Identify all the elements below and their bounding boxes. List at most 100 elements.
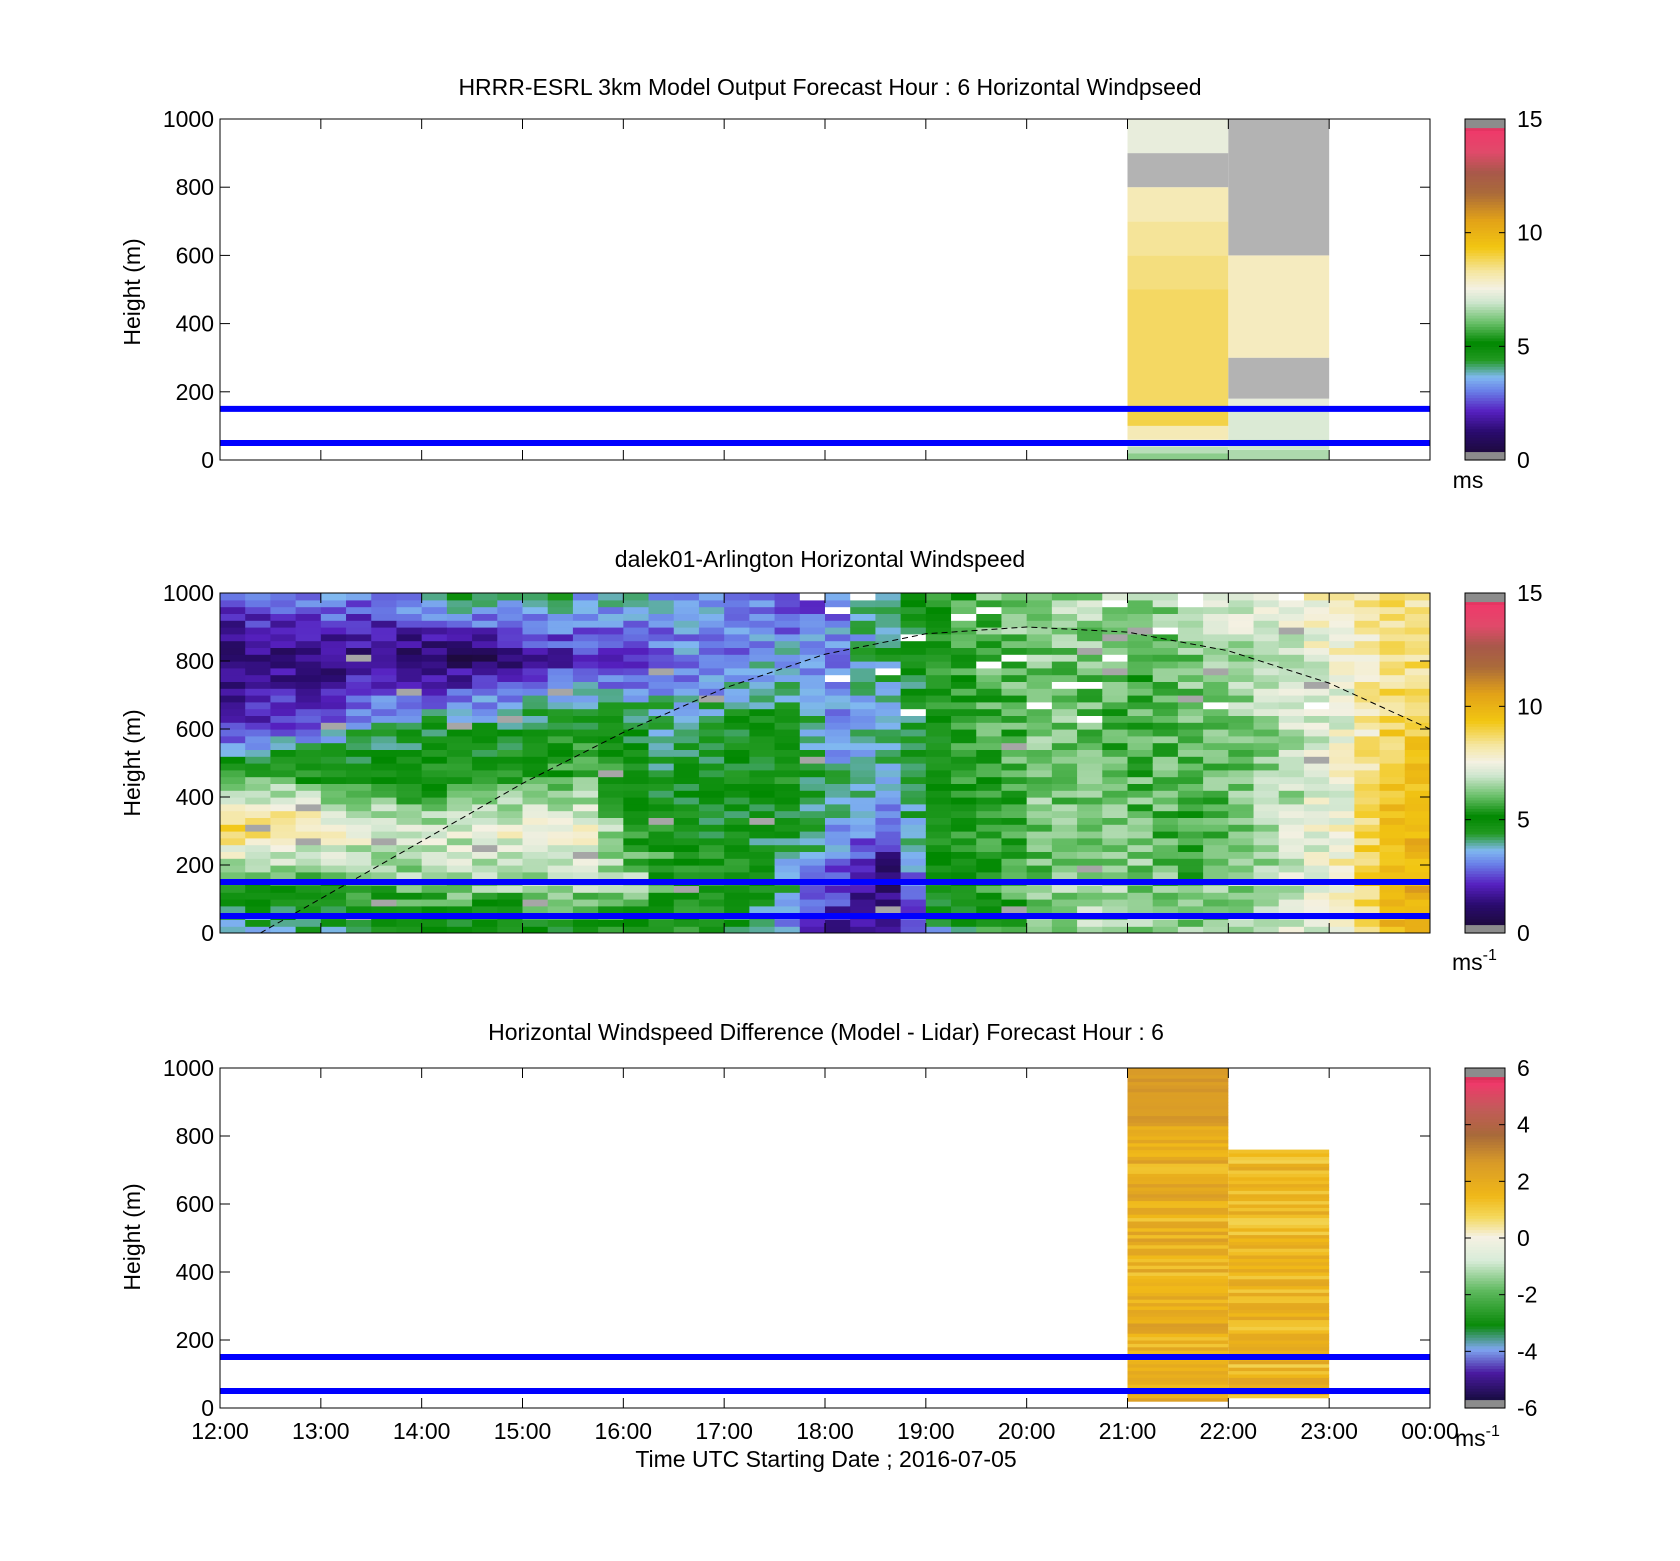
cell-678 [547,735,574,744]
cell-504 [472,899,498,907]
cell-165 [1228,1166,1330,1171]
cell-67 [245,810,272,818]
cell-107 [1228,1363,1330,1368]
cell-904 [673,899,700,907]
cell-423 [421,769,448,778]
cell-368 [396,803,423,812]
colorbar-2-seg-8 [1465,1382,1505,1386]
cell-2186 [1303,681,1330,689]
cell-1337 [875,674,902,682]
cell-2369 [1404,797,1430,805]
cell-1480 [951,722,977,730]
cell-438 [421,667,448,676]
cell-1874 [1152,763,1179,771]
cell-2109 [1278,865,1305,873]
cell-2021 [1228,783,1255,791]
colorbar-1-seg-110 [1465,618,1505,622]
cell-1274 [850,763,877,771]
cell-540 [472,654,498,662]
cell-764 [598,831,624,839]
cell-2281 [1354,715,1381,723]
colorbar-0-seg-30 [1465,371,1505,376]
cell-637 [522,674,549,682]
cell-835 [623,688,650,696]
cell-1014 [724,831,750,839]
cell-521 [472,783,498,791]
cell-941 [673,647,700,655]
cell-1624 [1026,763,1053,771]
cell-1810 [1127,858,1154,866]
cell-969 [698,797,725,805]
cell-529 [472,729,498,737]
cell-762 [598,844,624,852]
colorbar-1-seg-39 [1465,819,1505,824]
cell-2380 [1404,722,1430,730]
cell-2310 [1379,858,1406,866]
cell-2069 [1253,797,1280,805]
cell-134 [270,695,297,703]
cell-2168 [1303,803,1330,812]
colorbar-1-seg-20 [1465,873,1505,877]
cell-46 [1127,1241,1229,1246]
cell-2062 [1253,844,1280,852]
colorbar-0-seg-46 [1465,326,1505,330]
cell-922 [673,776,700,784]
colorbar-2-seg-55 [1465,1249,1505,1253]
cell-1468 [951,803,977,812]
colorbar-1-seg-4 [1465,918,1505,923]
cell-1050 [749,926,776,933]
cell-1199 [799,593,826,601]
cell-1966 [1203,817,1229,825]
cell-2166 [1303,817,1330,825]
cell-675 [547,756,574,764]
cell-150 [1228,1217,1330,1222]
cell-328 [371,735,398,744]
cell-994 [698,627,725,635]
colorbar-2-seg-88 [1465,1155,1505,1160]
colorbar-1-seg-79 [1465,706,1505,710]
cell-579 [497,729,524,737]
cell-1825 [1127,756,1154,764]
cell-1008 [724,871,750,880]
cell-1551 [1001,919,1028,927]
colorbar-0-seg-115 [1465,130,1505,134]
cell-1726 [1077,749,1103,757]
cell-1162 [799,844,826,852]
ytick-label-4: 800 [176,648,214,674]
cell-2059 [1253,865,1280,873]
cell-161 [295,851,322,859]
cell-268 [346,803,372,812]
cell-1190 [799,654,826,662]
cell-148 [270,599,297,608]
cell-889 [648,661,675,669]
cell-2159 [1303,865,1330,873]
cell-467 [446,810,473,818]
cell-537 [472,674,498,682]
cell-48 [220,599,246,608]
cell-152 [1228,1210,1330,1215]
cell-65 [1127,1176,1229,1181]
cell-554 [497,899,524,907]
cell-1143 [774,633,801,642]
cell-1914 [1177,831,1204,839]
cell-877 [648,742,675,750]
cell-1482 [951,708,977,716]
cell-741 [572,647,599,655]
colorbar-1-seg-76 [1465,714,1505,719]
cell-1693 [1051,633,1078,642]
cell-2273 [1354,769,1381,778]
cell-1878 [1152,735,1179,744]
cell-2262 [1354,844,1381,852]
cell-1175 [799,756,826,764]
cell-1748 [1077,599,1103,608]
cell-844 [623,627,650,635]
cell-2316 [1379,817,1406,825]
cell-2267 [1354,810,1381,818]
colorbar-2-seg-75 [1465,1192,1505,1197]
cell-28 [1127,1302,1229,1307]
cell-871 [648,783,675,791]
cell-1880 [1152,722,1179,730]
cell-1612 [1026,844,1053,852]
cell-533 [472,701,498,710]
colorbar-2-seg-87 [1465,1158,1505,1163]
